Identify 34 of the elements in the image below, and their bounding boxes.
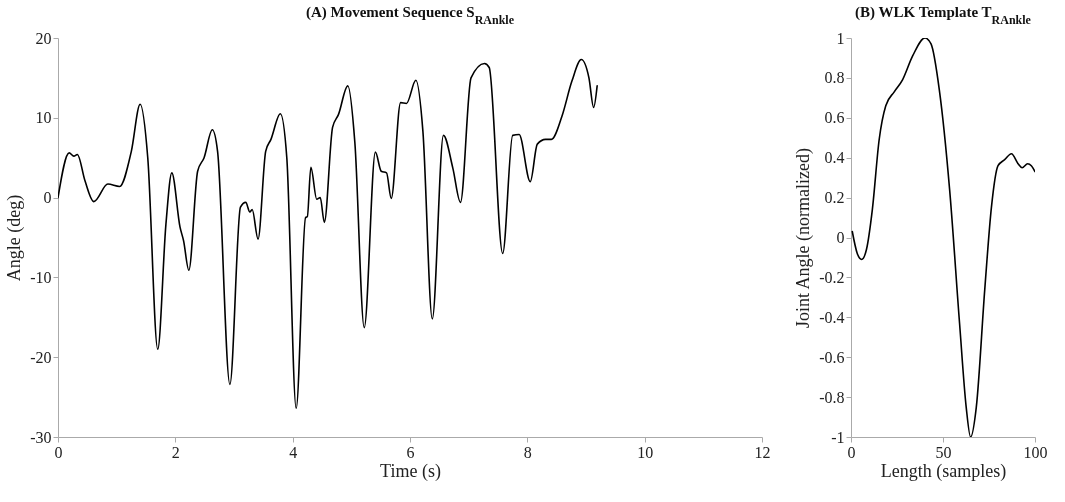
x-axis-title: Length (samples) [880,460,1007,482]
y-tick-label: -0.2 [819,268,845,286]
x-tick-label: 100 [1023,443,1048,461]
y-tick-label: -20 [30,348,52,366]
x-tick-label: 12 [754,443,771,461]
y-tick-label: 0 [836,229,845,246]
x-tick-label: 4 [289,443,298,461]
y-tick-label: -1 [831,428,845,446]
x-tick-label: 50 [935,443,952,461]
y-tick-label: -0.8 [819,388,845,406]
x-tick-label: 0 [847,443,856,461]
y-axis-title: Angle (deg) [4,194,26,282]
x-tick-label: 10 [637,443,654,461]
x-tick-label: 0 [54,443,63,461]
x-tick-label: 8 [523,443,532,461]
y-tick-label: 1 [836,29,845,47]
y-tick-label: 0 [43,189,52,207]
line-series [58,58,598,410]
y-tick-label: -0.4 [819,308,845,326]
y-tick-label: 10 [35,109,52,127]
y-tick-label: -10 [30,268,52,286]
y-tick-label: -30 [30,428,52,446]
y-tick-label: 0.4 [824,149,845,167]
y-tick-label: 0.2 [824,189,845,207]
y-tick-label: 0.6 [824,109,845,127]
x-tick-label: 6 [406,443,415,461]
y-tick-label: 20 [35,29,52,47]
chart-title: (A) Movement Sequence S$_{RAnkle}$ [305,4,515,27]
y-tick-label: -0.6 [819,348,845,366]
chart-title: (B) WLK Template T$_{RAnkle}$ [855,4,1032,27]
y-axis-title: Joint Angle (normalized) [793,148,815,328]
x-axis-title: Time (s) [380,460,441,482]
y-tick-label: 0.8 [824,69,845,87]
x-tick-label: 2 [171,443,180,461]
